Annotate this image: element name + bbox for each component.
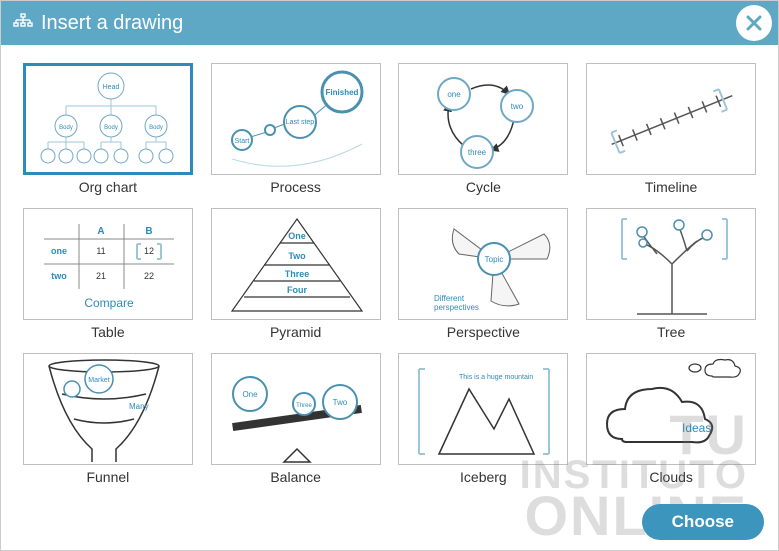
- card-label: Cycle: [466, 179, 501, 195]
- thumb-timeline: [586, 63, 756, 175]
- svg-text:A: A: [97, 226, 104, 237]
- svg-text:Topic: Topic: [485, 255, 504, 264]
- svg-text:One: One: [242, 390, 258, 399]
- card-tree[interactable]: Tree: [584, 208, 758, 347]
- thumb-clouds: Ideas: [586, 353, 756, 465]
- card-pyramid[interactable]: One Two Three Four Pyramid: [209, 208, 383, 347]
- card-label: Org chart: [79, 179, 137, 195]
- svg-text:Body: Body: [149, 125, 163, 131]
- svg-text:one: one: [51, 246, 67, 256]
- svg-text:Four: Four: [287, 285, 307, 295]
- card-label: Timeline: [645, 179, 697, 195]
- drawing-icon: [13, 13, 33, 33]
- svg-text:two: two: [511, 102, 524, 111]
- thumb-perspective: Topic Different perspectives: [398, 208, 568, 320]
- svg-text:B: B: [145, 226, 152, 237]
- svg-text:one: one: [448, 90, 462, 99]
- svg-text:Ideas: Ideas: [682, 421, 711, 435]
- card-label: Table: [91, 324, 124, 340]
- svg-text:Different: Different: [434, 294, 465, 303]
- card-label: Pyramid: [270, 324, 321, 340]
- insert-drawing-dialog: Insert a drawing: [0, 0, 779, 551]
- svg-text:Head: Head: [103, 84, 120, 91]
- svg-text:Two: Two: [332, 398, 347, 407]
- svg-text:Finished: Finished: [325, 88, 358, 97]
- dialog-footer: Choose: [1, 502, 778, 550]
- choose-button[interactable]: Choose: [642, 504, 764, 540]
- card-label: Clouds: [649, 469, 693, 485]
- card-label: Process: [270, 179, 321, 195]
- card-perspective[interactable]: Topic Different perspectives Perspective: [397, 208, 571, 347]
- close-button[interactable]: [736, 5, 772, 41]
- thumb-table: A B one two 11 12 21 22 Compare: [23, 208, 193, 320]
- card-label: Balance: [270, 469, 321, 485]
- thumb-pyramid: One Two Three Four: [211, 208, 381, 320]
- thumb-iceberg: This is a huge mountain: [398, 353, 568, 465]
- svg-text:Many: Many: [129, 402, 149, 411]
- svg-text:21: 21: [96, 271, 106, 281]
- card-label: Iceberg: [460, 469, 507, 485]
- card-label: Funnel: [86, 469, 129, 485]
- card-iceberg[interactable]: This is a huge mountain Iceberg: [397, 353, 571, 492]
- svg-text:Body: Body: [104, 125, 118, 131]
- card-table[interactable]: A B one two 11 12 21 22 Compare Table: [21, 208, 195, 347]
- dialog-title: Insert a drawing: [41, 12, 183, 35]
- card-cycle[interactable]: one two three Cycle: [397, 63, 571, 202]
- svg-text:Last step: Last step: [285, 119, 314, 126]
- svg-text:22: 22: [144, 271, 154, 281]
- card-clouds[interactable]: Ideas Clouds: [584, 353, 758, 492]
- svg-text:11: 11: [96, 246, 105, 256]
- svg-text:Three: Three: [296, 403, 312, 409]
- thumb-cycle: one two three: [398, 63, 568, 175]
- svg-text:Two: Two: [288, 251, 306, 261]
- card-balance[interactable]: One Three Two Balance: [209, 353, 383, 492]
- thumb-balance: One Three Two: [211, 353, 381, 465]
- drawing-grid: Head Body Body Body Org chart: [1, 45, 778, 502]
- dialog-titlebar: Insert a drawing: [1, 1, 778, 45]
- svg-text:Three: Three: [284, 269, 309, 279]
- card-label: Tree: [657, 324, 685, 340]
- thumb-org-chart: Head Body Body Body: [23, 63, 193, 175]
- card-label: Perspective: [447, 324, 520, 340]
- card-org-chart[interactable]: Head Body Body Body Org chart: [21, 63, 195, 202]
- card-process[interactable]: Start Last step Finished Process: [209, 63, 383, 202]
- svg-text:Body: Body: [59, 125, 73, 131]
- svg-text:This is a huge mountain: This is a huge mountain: [459, 374, 533, 381]
- svg-text:Market: Market: [88, 377, 109, 384]
- svg-text:Compare: Compare: [84, 296, 134, 310]
- svg-text:One: One: [288, 231, 306, 241]
- svg-text:two: two: [51, 271, 67, 281]
- thumb-tree: [586, 208, 756, 320]
- card-timeline[interactable]: Timeline: [584, 63, 758, 202]
- thumb-process: Start Last step Finished: [211, 63, 381, 175]
- svg-text:three: three: [468, 148, 487, 157]
- card-funnel[interactable]: Market Many Funnel: [21, 353, 195, 492]
- thumb-funnel: Market Many: [23, 353, 193, 465]
- svg-text:12: 12: [144, 246, 154, 256]
- svg-text:Start: Start: [234, 138, 249, 145]
- svg-text:perspectives: perspectives: [434, 303, 479, 312]
